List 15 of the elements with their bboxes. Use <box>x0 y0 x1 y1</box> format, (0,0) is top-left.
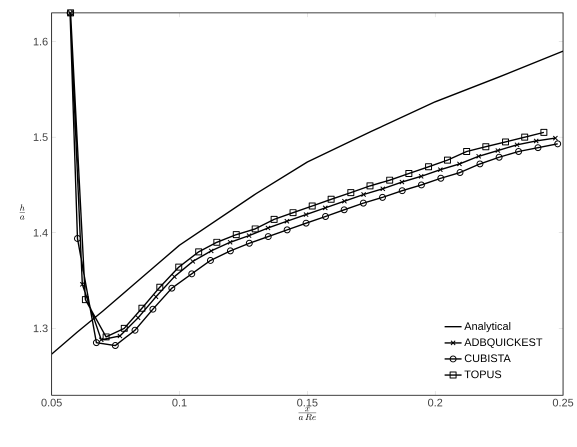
x-tick-label: 0.15 <box>297 398 318 407</box>
legend-label: ADBQUICKEST <box>464 338 542 348</box>
y-tick-label: 1.5 <box>34 133 48 142</box>
x-tick-label: 0.2 <box>428 398 442 407</box>
x-tick-label: 0.25 <box>552 398 574 407</box>
y-tick-label: 1.3 <box>34 324 48 332</box>
x-axis-title: $\frac{x}{a\,Re}$ <box>298 407 316 420</box>
legend-label: TOPUS <box>464 370 502 378</box>
y-tick-label: 1.6 <box>34 38 48 46</box>
x-tick-label: 0.1 <box>172 398 187 407</box>
y-axis-title: $\frac{h}{a}$ <box>20 204 25 220</box>
y-tick-label: 1.4 <box>34 229 48 237</box>
legend-label: CUBISTA <box>464 354 511 362</box>
legend-label: Analytical <box>464 322 510 332</box>
x-tick-label: 0.05 <box>41 398 62 407</box>
